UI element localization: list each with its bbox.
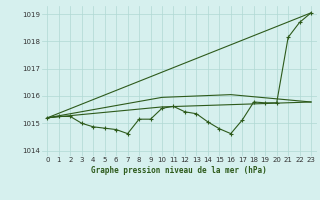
X-axis label: Graphe pression niveau de la mer (hPa): Graphe pression niveau de la mer (hPa): [91, 166, 267, 175]
